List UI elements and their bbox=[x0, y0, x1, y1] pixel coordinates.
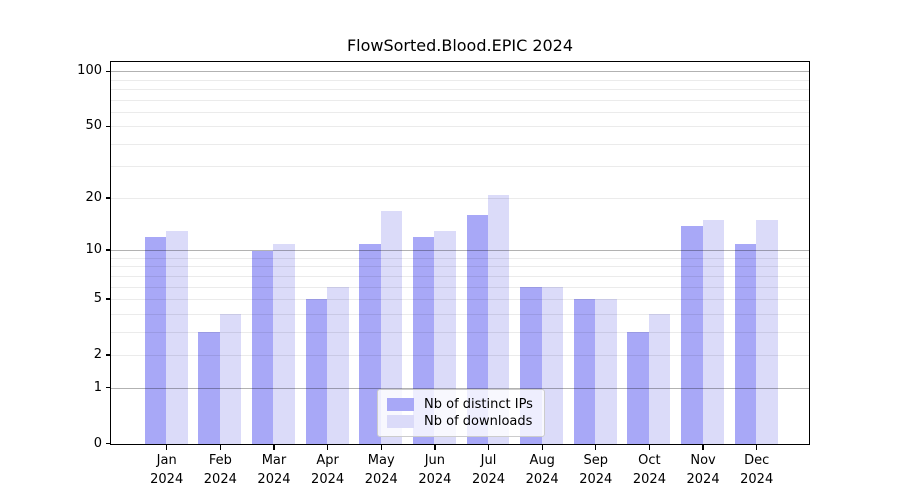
bar-nb-of-distinct-ips bbox=[681, 225, 703, 444]
bar-nb-of-downloads bbox=[756, 220, 778, 444]
x-tick-label: Dec 2024 bbox=[740, 453, 774, 487]
bar-nb-of-downloads bbox=[702, 220, 724, 444]
bar-nb-of-distinct-ips bbox=[252, 250, 274, 444]
y-tick bbox=[105, 125, 111, 127]
bar-nb-of-downloads bbox=[648, 314, 671, 444]
bar-nb-of-downloads bbox=[327, 287, 349, 444]
x-tick-label: Feb 2024 bbox=[203, 453, 237, 487]
bar-nb-of-downloads bbox=[595, 299, 617, 444]
y-tick-label: 10 bbox=[85, 242, 102, 258]
x-tick bbox=[648, 445, 651, 450]
x-tick bbox=[273, 445, 275, 450]
x-tick-label: Nov 2024 bbox=[686, 453, 720, 487]
legend-row: Nb of downloads bbox=[387, 413, 535, 430]
legend: Nb of distinct IPs Nb of downloads bbox=[377, 389, 545, 437]
x-tick-label: Jan 2024 bbox=[150, 453, 184, 487]
x-tick-label: Oct 2024 bbox=[632, 453, 666, 487]
y-tick bbox=[105, 70, 111, 72]
bar-nb-of-downloads bbox=[380, 210, 403, 444]
x-tick bbox=[541, 445, 543, 450]
y-tick-label: 20 bbox=[85, 189, 102, 205]
x-tick-label: Jun 2024 bbox=[418, 453, 452, 487]
x-tick bbox=[166, 445, 168, 450]
legend-label-distinct-ips: Nb of distinct IPs bbox=[424, 397, 533, 412]
x-tick-label: Sep 2024 bbox=[579, 453, 613, 487]
legend-label-downloads: Nb of downloads bbox=[424, 414, 533, 429]
y-tick-label: 0 bbox=[93, 435, 102, 451]
x-tick bbox=[595, 445, 597, 450]
legend-row: Nb of distinct IPs bbox=[387, 396, 535, 413]
x-tick bbox=[380, 445, 382, 450]
y-tick-label: 1 bbox=[93, 379, 102, 395]
x-tick bbox=[702, 445, 704, 450]
bar-nb-of-distinct-ips bbox=[305, 299, 328, 444]
bar-nb-of-distinct-ips bbox=[359, 243, 381, 444]
plot-area: Nb of distinct IPs Nb of downloads bbox=[110, 61, 810, 445]
bar-nb-of-downloads bbox=[273, 243, 295, 444]
y-tick bbox=[105, 298, 111, 300]
bar-nb-of-distinct-ips bbox=[627, 332, 649, 444]
bar-nb-of-downloads bbox=[488, 194, 510, 444]
x-tick bbox=[219, 445, 221, 450]
legend-swatch-downloads bbox=[387, 415, 414, 428]
x-tick bbox=[487, 445, 490, 450]
bars-layer bbox=[111, 62, 809, 444]
x-tick-label: Jul 2024 bbox=[471, 453, 506, 487]
y-tick bbox=[105, 354, 111, 356]
x-tick-label: Apr 2024 bbox=[311, 453, 345, 487]
bar-nb-of-downloads bbox=[166, 231, 188, 444]
y-tick bbox=[105, 386, 111, 389]
chart-title: FlowSorted.Blood.EPIC 2024 bbox=[346, 36, 574, 55]
legend-swatch-distinct-ips bbox=[387, 398, 414, 411]
bar-nb-of-distinct-ips bbox=[573, 299, 596, 444]
y-tick-label: 50 bbox=[85, 118, 102, 134]
y-tick bbox=[105, 197, 111, 199]
y-tick bbox=[105, 249, 111, 251]
y-tick-label: 5 bbox=[93, 290, 102, 306]
bar-nb-of-distinct-ips bbox=[734, 243, 757, 444]
x-tick-label: May 2024 bbox=[364, 453, 398, 487]
y-tick-label: 2 bbox=[93, 346, 102, 362]
bar-nb-of-distinct-ips bbox=[144, 237, 167, 444]
bar-nb-of-distinct-ips bbox=[198, 332, 220, 444]
x-tick bbox=[326, 445, 329, 450]
bar-nb-of-downloads bbox=[219, 314, 242, 444]
y-tick-label: 100 bbox=[77, 63, 102, 79]
x-tick bbox=[434, 445, 436, 450]
y-tick bbox=[105, 442, 111, 445]
x-tick bbox=[756, 445, 758, 450]
bar-nb-of-distinct-ips bbox=[466, 215, 488, 444]
x-tick-label: Mar 2024 bbox=[257, 453, 291, 487]
bar-nb-of-downloads bbox=[541, 287, 564, 444]
x-tick-label: Aug 2024 bbox=[525, 453, 559, 487]
